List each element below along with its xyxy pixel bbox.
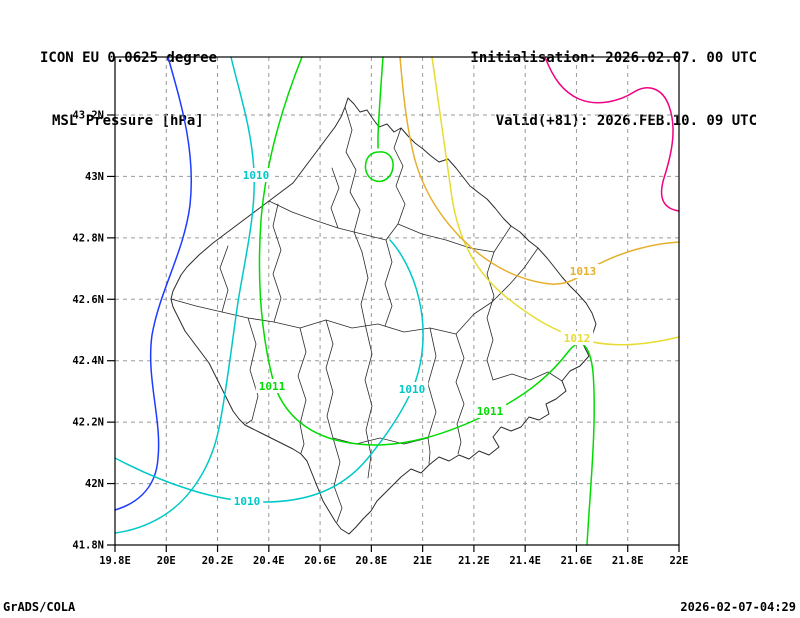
grads-credit: GrADS/COLA	[3, 600, 76, 614]
y-tick-label: 43N	[85, 171, 104, 183]
contour-line-1011	[364, 151, 394, 183]
model-title: ICON EU 0.0625 degree	[40, 50, 218, 66]
contour-line	[114, 56, 193, 511]
map-district-boundary	[384, 239, 393, 327]
contour-label: 1010	[399, 383, 426, 396]
contour-line	[544, 56, 680, 212]
map-district-boundary	[219, 245, 229, 313]
y-tick-label: 42.6N	[72, 294, 104, 306]
y-tick-label: 42N	[85, 478, 104, 490]
map-district-boundary	[486, 251, 495, 381]
x-tick-label: 21.2E	[458, 555, 490, 567]
map-district-boundary	[245, 317, 259, 425]
contour-label: 1012	[564, 332, 591, 345]
x-tick-label: 20.8E	[356, 555, 388, 567]
map-outline	[170, 97, 597, 535]
initialisation-time: Initialisation: 2026.02.07. 00 UTC	[470, 50, 757, 66]
x-tick-label: 21.4E	[509, 555, 541, 567]
x-tick-label: 20.6E	[304, 555, 336, 567]
contour-label-mask	[560, 331, 594, 345]
map-district-boundary	[427, 327, 437, 465]
plot-frame	[114, 56, 680, 546]
contour-label-mask	[255, 379, 289, 393]
map-district-boundary	[325, 319, 334, 439]
map-district-boundary	[455, 333, 465, 455]
map-district-boundary	[455, 247, 539, 335]
x-tick-label: 20.2E	[202, 555, 234, 567]
contour-line-1011	[258, 56, 595, 546]
contour-label: 1011	[477, 405, 504, 418]
x-tick-label: 20E	[157, 555, 176, 567]
y-tick-label: 41.8N	[72, 540, 104, 552]
map-district-boundary	[360, 251, 369, 329]
y-tick-label: 42.8N	[72, 232, 104, 244]
map-district-boundary	[297, 327, 307, 454]
map-district-boundary	[170, 298, 301, 329]
contour-line-1010	[114, 56, 255, 534]
contour-label-mask	[239, 168, 273, 182]
map-district-boundary	[332, 437, 343, 523]
contour-line-1012	[431, 56, 680, 346]
x-tick-label: 22E	[670, 555, 689, 567]
map-district-boundary	[393, 127, 406, 225]
x-tick-label: 20.4E	[253, 555, 285, 567]
contour-line-1010	[114, 239, 424, 503]
title-block: ICON EU 0.0625 degree MSL Pressure [hPa]	[40, 6, 217, 174]
map-district-boundary	[344, 106, 363, 253]
contour-line-1011	[377, 56, 384, 149]
contour-label-mask	[395, 382, 429, 396]
map-district-boundary	[330, 167, 340, 229]
contour-label-mask	[566, 264, 600, 278]
contour-label: 1010	[234, 495, 261, 508]
contour-label: 1013	[570, 265, 597, 278]
y-tick-label: 42.4N	[72, 355, 104, 367]
contour-label: 1010	[243, 169, 270, 182]
field-title: MSL Pressure [hPa]	[52, 113, 204, 129]
x-tick-label: 21.8E	[612, 555, 644, 567]
x-tick-label: 19.8E	[99, 555, 131, 567]
creation-timestamp: 2026-02-07-04:29	[680, 600, 796, 614]
map-district-boundary	[272, 203, 282, 323]
contour-label-mask	[473, 404, 507, 418]
contour-label: 1011	[259, 380, 286, 393]
contour-line-1013	[399, 56, 680, 285]
x-tick-label: 21.6E	[561, 555, 593, 567]
contour-label-mask	[230, 494, 264, 508]
x-tick-label: 21E	[413, 555, 432, 567]
map-district-boundary	[268, 200, 399, 241]
map-district-boundary	[299, 319, 457, 335]
map-district-boundary	[397, 223, 512, 253]
y-tick-label: 42.2N	[72, 417, 104, 429]
y-tick-label: 43.2N	[72, 110, 104, 122]
map-district-boundary	[492, 371, 563, 382]
